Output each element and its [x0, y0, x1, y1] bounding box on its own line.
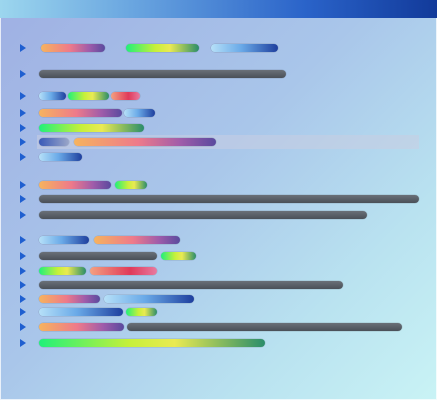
expand-triangle-icon[interactable] [20, 308, 26, 316]
outline-row-4-bar-2[interactable] [124, 109, 155, 117]
outline-row-3-bar-2[interactable] [68, 92, 109, 100]
outline-row-5-bar-1[interactable] [39, 124, 144, 132]
outline-row-8-bar-2[interactable] [115, 181, 147, 189]
outline-row-7-bar-1[interactable] [39, 153, 82, 161]
outline-row-3-bar-3[interactable] [111, 92, 140, 100]
expand-triangle-icon[interactable] [20, 252, 26, 260]
expand-triangle-icon[interactable] [20, 44, 26, 52]
outline-row-6-bar-2[interactable] [74, 138, 216, 146]
expand-triangle-icon[interactable] [20, 339, 26, 347]
outline-row-18-bar-1[interactable] [39, 339, 265, 347]
outline-row-17-bar-1[interactable] [39, 323, 124, 331]
expand-triangle-icon[interactable] [20, 323, 26, 331]
expand-triangle-icon[interactable] [20, 181, 26, 189]
outline-row-3-bar-1[interactable] [39, 92, 66, 100]
outline-row-16-bar-1[interactable] [39, 308, 123, 316]
outline-row-13-bar-1[interactable] [39, 267, 86, 275]
outline-row-14-bar-1[interactable] [39, 281, 343, 289]
outline-row-1-bar-3[interactable] [211, 44, 278, 52]
expand-triangle-icon[interactable] [20, 138, 26, 146]
expand-triangle-icon[interactable] [20, 267, 26, 275]
outline-row-16-bar-2[interactable] [126, 308, 157, 316]
outline-row-8-bar-1[interactable] [39, 181, 111, 189]
outline-row-12-bar-1[interactable] [39, 252, 157, 260]
expand-triangle-icon[interactable] [20, 281, 26, 289]
outline-row-4-bar-1[interactable] [39, 109, 122, 117]
expand-triangle-icon[interactable] [20, 153, 26, 161]
expand-triangle-icon[interactable] [20, 236, 26, 244]
outline-row-17-bar-2[interactable] [127, 323, 402, 331]
outline-row-15-bar-1[interactable] [39, 295, 100, 303]
outline-row-10-bar-1[interactable] [39, 211, 367, 219]
outline-row-1-bar-1[interactable] [41, 44, 105, 52]
outline-row-2-bar-1[interactable] [39, 70, 286, 78]
outline-row-11-bar-1[interactable] [39, 236, 89, 244]
expand-triangle-icon[interactable] [20, 124, 26, 132]
expand-triangle-icon[interactable] [20, 70, 26, 78]
outline-row-15-bar-2[interactable] [104, 295, 194, 303]
title-bar[interactable] [0, 0, 437, 18]
outline-row-11-bar-2[interactable] [94, 236, 180, 244]
expand-triangle-icon[interactable] [20, 211, 26, 219]
expand-triangle-icon[interactable] [20, 92, 26, 100]
outline-row-6-bar-1[interactable] [39, 138, 69, 146]
outline-row-12-bar-2[interactable] [161, 252, 196, 260]
outline-row-9-bar-1[interactable] [39, 195, 419, 203]
outline-row-13-bar-2[interactable] [90, 267, 157, 275]
outline-row-1-bar-2[interactable] [126, 44, 199, 52]
expand-triangle-icon[interactable] [20, 109, 26, 117]
expand-triangle-icon[interactable] [20, 195, 26, 203]
expand-triangle-icon[interactable] [20, 295, 26, 303]
